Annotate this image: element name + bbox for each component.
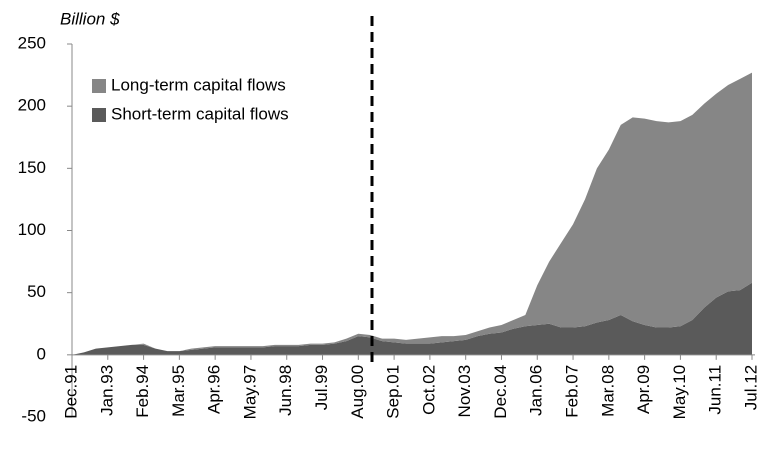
x-tick-label: Feb.94 <box>133 365 152 418</box>
legend-label: Short-term capital flows <box>111 104 289 123</box>
x-tick-label: Jan.93 <box>97 365 116 416</box>
y-tick-label: 150 <box>18 158 46 177</box>
x-tick-label: Jun.98 <box>276 365 295 416</box>
area <box>72 72 752 355</box>
x-tick-label: Mar.08 <box>598 365 617 417</box>
x-tick-label: Apr.09 <box>634 365 653 414</box>
x-tick-label: Jan.06 <box>527 365 546 416</box>
area <box>72 282 752 355</box>
x-tick-label: Apr.96 <box>205 365 224 414</box>
x-tick-label: Nov.03 <box>455 365 474 418</box>
x-tick-label: Jul.99 <box>312 365 331 410</box>
x-tick-label: Sep.01 <box>384 365 403 419</box>
x-tick-label: Aug.00 <box>348 365 367 419</box>
legend-swatch <box>92 79 106 93</box>
y-tick-label: -50 <box>21 406 46 425</box>
x-tick-label: Dec.04 <box>491 365 510 419</box>
y-tick-label: 250 <box>18 33 46 52</box>
legend-swatch <box>92 108 106 122</box>
y-axis-label: Billion $ <box>60 9 120 28</box>
x-tick-label: Jun.11 <box>706 365 725 415</box>
x-tick-label: May.10 <box>670 365 689 420</box>
legend-label: Long-term capital flows <box>111 75 286 94</box>
x-tick-label: May.97 <box>240 365 259 420</box>
x-tick-label: Jul.12 <box>741 365 757 410</box>
x-tick-label: Dec.91 <box>61 365 80 419</box>
x-tick-label: Mar.95 <box>169 365 188 417</box>
x-tick-label: Oct.02 <box>419 365 438 415</box>
y-tick-label: 50 <box>27 282 46 301</box>
x-tick-label: Feb.07 <box>563 365 582 418</box>
y-tick-label: 200 <box>18 96 46 115</box>
y-tick-label: 0 <box>37 344 46 363</box>
y-tick-label: 100 <box>18 220 46 239</box>
